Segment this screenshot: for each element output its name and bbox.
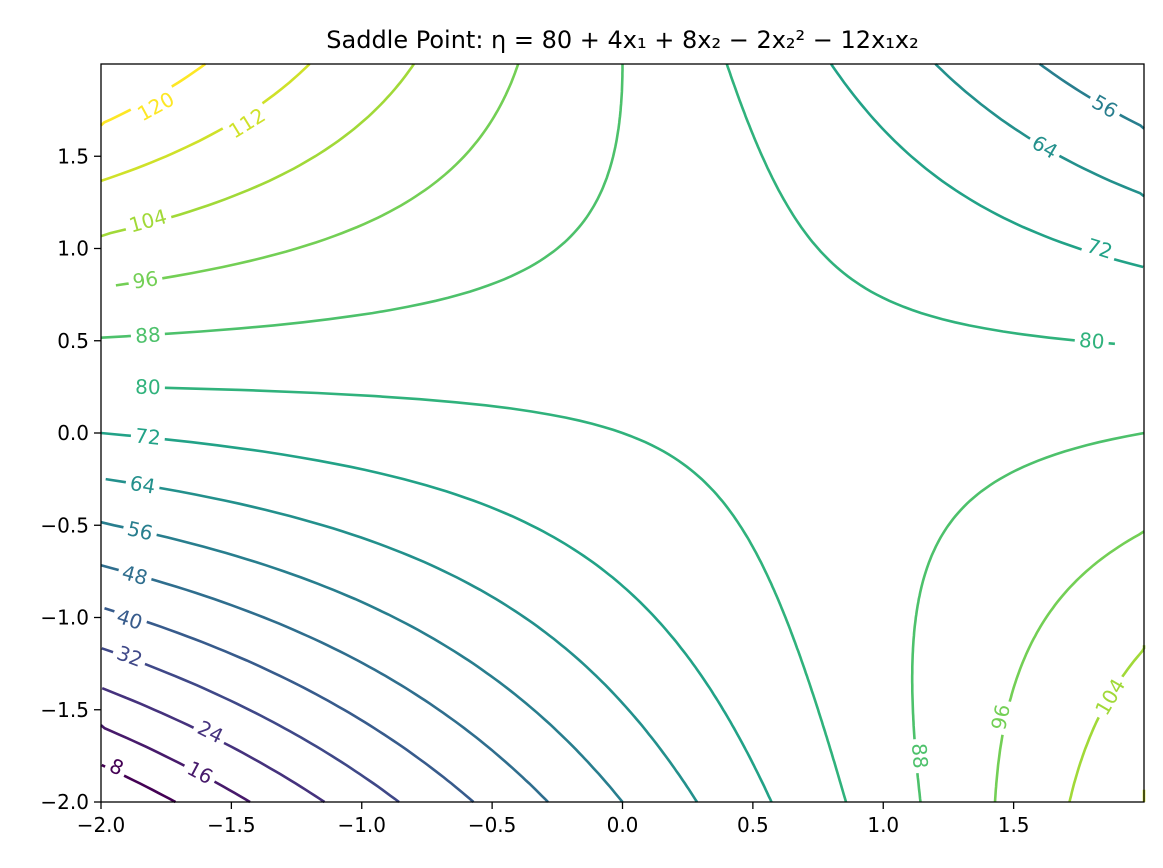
y-tick-label: −2.0 [40, 790, 89, 814]
y-tick-label: −1.0 [40, 606, 89, 630]
contour-label-40: 40 [109, 602, 150, 637]
contour-label-88: 88 [906, 738, 934, 774]
contour-label-background [906, 738, 934, 774]
contour-label-background [130, 374, 166, 400]
contour-label-background [101, 751, 132, 783]
contour-label-background [129, 423, 167, 451]
chart-title: Saddle Point: η = 80 + 4x₁ + 8x₂ − 2x₂² … [326, 26, 918, 54]
contour-label-96: 96 [126, 265, 164, 295]
contour-label-text: 64 [128, 471, 157, 499]
y-tick-label: 1.5 [57, 144, 89, 168]
x-tick-label: −2.0 [77, 813, 126, 837]
contour-label-104: 104 [1087, 670, 1133, 724]
contour-label-background [109, 602, 150, 637]
contour-label-background [1024, 128, 1066, 166]
contour-label-64: 64 [1024, 128, 1066, 166]
contour-label-text: 96 [986, 702, 1015, 732]
contour-label-text: 96 [131, 266, 160, 294]
y-tick-label: −1.5 [40, 698, 89, 722]
contour-label-background [122, 202, 174, 239]
contour-label-88: 88 [130, 322, 166, 349]
contour-label-56: 56 [120, 515, 160, 547]
contour-label-80: 80 [1073, 327, 1110, 355]
contour-label-background [130, 322, 166, 349]
contour-label-text: 104 [126, 204, 169, 237]
contour-label-text: 72 [134, 423, 162, 449]
y-tick-label: −0.5 [40, 513, 89, 537]
contour-label-background [120, 515, 160, 547]
contour-label-104: 104 [122, 202, 174, 239]
contour-label-background [1073, 327, 1110, 355]
x-tick-label: 1.5 [998, 813, 1030, 837]
x-tick-label: −1.0 [337, 813, 386, 837]
contour-label-64: 64 [123, 470, 162, 500]
contour-label-8: 8 [101, 751, 132, 783]
contour-label-56: 56 [1084, 87, 1126, 126]
contour-label-text: 80 [1078, 328, 1106, 354]
contour-lines [101, 64, 1144, 802]
contour-line-104 [100, 63, 1146, 803]
contour-label-background [126, 265, 164, 295]
y-axis-ticks: −2.0 −1.5 −1.0 −0.5 0.0 0.5 1.0 1.5 [40, 144, 101, 814]
contour-label-background [1087, 670, 1133, 724]
contour-label-72: 72 [1079, 231, 1120, 266]
contour-label-background [220, 100, 274, 146]
contour-line-64 [105, 63, 1145, 803]
y-tick-label: 1.0 [57, 237, 89, 261]
contour-line-32 [101, 647, 400, 804]
contour-label-background [115, 558, 155, 592]
contour-label-background [189, 713, 232, 751]
contour-line-96 [115, 63, 1145, 803]
x-axis-ticks: −2.0 −1.5 −1.0 −0.5 0.0 0.5 1.0 1.5 [77, 802, 1030, 837]
contour-label-text: 88 [907, 742, 933, 769]
contour-label-16: 16 [179, 753, 221, 792]
x-tick-label: −0.5 [468, 813, 517, 837]
contour-label-background [123, 470, 162, 500]
contour-label-background [1084, 87, 1126, 126]
contour-label-background [109, 639, 150, 674]
y-tick-label: 0.5 [57, 329, 89, 353]
contour-label-32: 32 [109, 639, 150, 674]
contour-label-text: 56 [125, 516, 155, 545]
x-tick-label: −1.5 [207, 813, 256, 837]
y-tick-label: 0.0 [57, 421, 89, 445]
contour-line-40 [104, 607, 475, 803]
contour-line-16 [100, 724, 251, 804]
contour-line-56 [100, 62, 1145, 803]
contour-line-72 [100, 63, 1144, 803]
x-tick-label: 0.0 [607, 813, 639, 837]
contour-label-120: 120 [129, 84, 183, 129]
contour-label-background [179, 753, 221, 792]
contour-label-text: 88 [134, 322, 161, 347]
x-tick-label: 0.5 [737, 813, 769, 837]
contour-label-96: 96 [985, 698, 1016, 737]
contour-labels: 120 1121049688807264564840322416856647280… [101, 84, 1133, 792]
x-tick-label: 1.0 [867, 813, 899, 837]
contour-label-72: 72 [129, 423, 167, 451]
contour-label-text: 80 [135, 375, 161, 400]
contour-line-80 [133, 63, 1116, 803]
contour-label-48: 48 [115, 558, 155, 592]
contour-label-background [985, 698, 1016, 737]
contour-label-background [1079, 231, 1120, 266]
contour-label-80: 80 [130, 374, 166, 400]
contour-label-background [129, 84, 183, 129]
contour-label-112: 112 [220, 100, 274, 146]
contour-line-24 [101, 686, 326, 804]
